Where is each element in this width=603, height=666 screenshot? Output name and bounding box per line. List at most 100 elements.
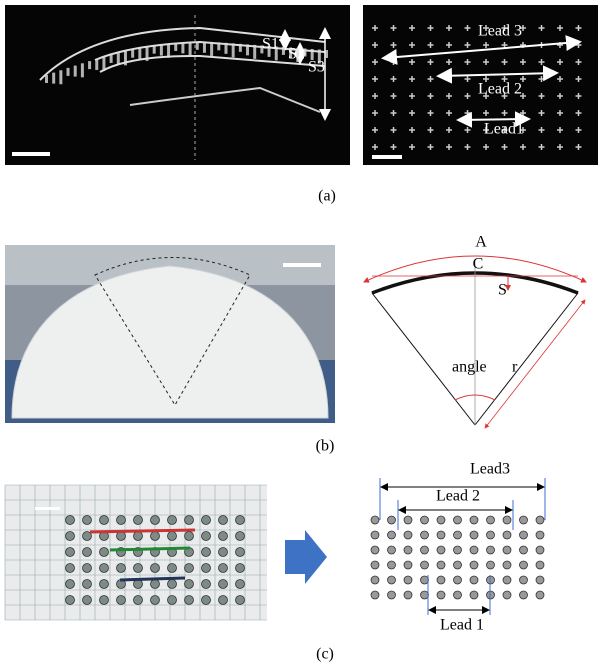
marker — [66, 580, 75, 589]
marker — [189, 42, 192, 56]
marker — [503, 576, 511, 584]
lead-trace — [110, 548, 190, 550]
marker — [59, 70, 62, 84]
marker — [83, 596, 92, 605]
track-label: S1 — [262, 36, 279, 53]
marker — [487, 516, 495, 524]
marker — [454, 531, 462, 539]
marker — [253, 45, 256, 59]
marker — [470, 516, 478, 524]
lead-trace — [120, 578, 185, 580]
arrow — [285, 530, 327, 584]
marker — [520, 546, 528, 554]
marker — [520, 591, 528, 599]
arc-label: A — [475, 234, 487, 251]
marker — [146, 47, 149, 61]
marker — [371, 546, 379, 554]
figure: S1 S2 S3 Lead 3 Lead 2 Lead1 (a) A C S a… — [0, 0, 603, 666]
marker — [454, 546, 462, 554]
marker — [437, 516, 445, 524]
marker — [131, 50, 134, 58]
marker — [388, 516, 396, 524]
marker — [66, 596, 75, 605]
marker — [83, 548, 92, 557]
marker — [95, 59, 98, 70]
marker — [202, 516, 211, 525]
marker — [202, 532, 211, 541]
marker — [151, 516, 160, 525]
marker — [470, 591, 478, 599]
marker — [470, 546, 478, 554]
marker — [437, 546, 445, 554]
marker — [83, 564, 92, 573]
marker — [520, 576, 528, 584]
marker — [102, 57, 105, 71]
marker — [470, 561, 478, 569]
marker — [371, 576, 379, 584]
marker — [66, 516, 75, 525]
marker — [503, 546, 511, 554]
marker — [202, 596, 211, 605]
lead-label: Lead1 — [484, 121, 524, 138]
marker — [503, 516, 511, 524]
radius-label: r — [512, 359, 518, 376]
marker — [371, 531, 379, 539]
marker — [185, 532, 194, 541]
marker — [219, 564, 228, 573]
marker — [421, 591, 429, 599]
marker — [88, 61, 91, 69]
marker — [100, 596, 109, 605]
lead-label: Lead 3 — [478, 23, 522, 40]
marker — [202, 548, 211, 557]
lead-label: Lead3 — [470, 461, 510, 478]
marker — [421, 516, 429, 524]
marker — [536, 576, 544, 584]
marker — [454, 561, 462, 569]
marker — [371, 561, 379, 569]
extracted-markers — [371, 516, 544, 599]
marker — [437, 561, 445, 569]
marker — [454, 576, 462, 584]
marker — [404, 516, 412, 524]
marker — [74, 66, 77, 77]
marker — [203, 42, 206, 53]
marker — [388, 576, 396, 584]
marker — [100, 548, 109, 557]
marker — [388, 546, 396, 554]
marker — [421, 576, 429, 584]
marker — [454, 591, 462, 599]
marker — [404, 531, 412, 539]
marker — [404, 576, 412, 584]
scale-bar — [35, 507, 60, 510]
marker — [117, 564, 126, 573]
marker — [388, 531, 396, 539]
marker — [536, 516, 544, 524]
marker — [202, 564, 211, 573]
marker — [185, 580, 194, 589]
marker — [66, 532, 75, 541]
marker — [536, 531, 544, 539]
marker — [100, 564, 109, 573]
lead-trace — [90, 530, 195, 532]
marker — [219, 532, 228, 541]
marker — [282, 47, 285, 55]
caption: (a) — [318, 188, 336, 205]
marker — [100, 580, 109, 589]
marker — [168, 596, 177, 605]
marker — [239, 44, 242, 52]
caption: (b) — [316, 438, 335, 455]
lead-label: Lead 2 — [478, 81, 522, 98]
lead-label: Lead 2 — [436, 488, 480, 505]
marker — [66, 564, 75, 573]
marker — [151, 532, 160, 541]
lead-label: Lead 1 — [440, 617, 484, 634]
marker — [503, 561, 511, 569]
marker — [503, 591, 511, 599]
marker — [503, 531, 511, 539]
marker — [454, 516, 462, 524]
marker — [404, 546, 412, 554]
marker — [219, 596, 228, 605]
marker — [160, 45, 163, 56]
marker — [83, 516, 92, 525]
marker — [168, 532, 177, 541]
